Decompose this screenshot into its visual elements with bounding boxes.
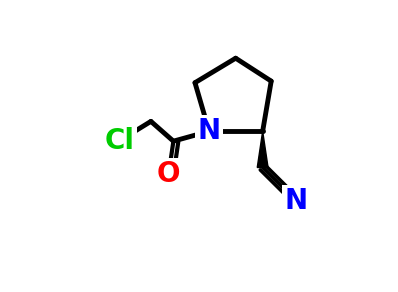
- Polygon shape: [257, 131, 268, 168]
- Text: Cl: Cl: [105, 127, 135, 155]
- Text: N: N: [285, 187, 308, 215]
- Text: O: O: [157, 160, 180, 188]
- Text: N: N: [197, 117, 221, 145]
